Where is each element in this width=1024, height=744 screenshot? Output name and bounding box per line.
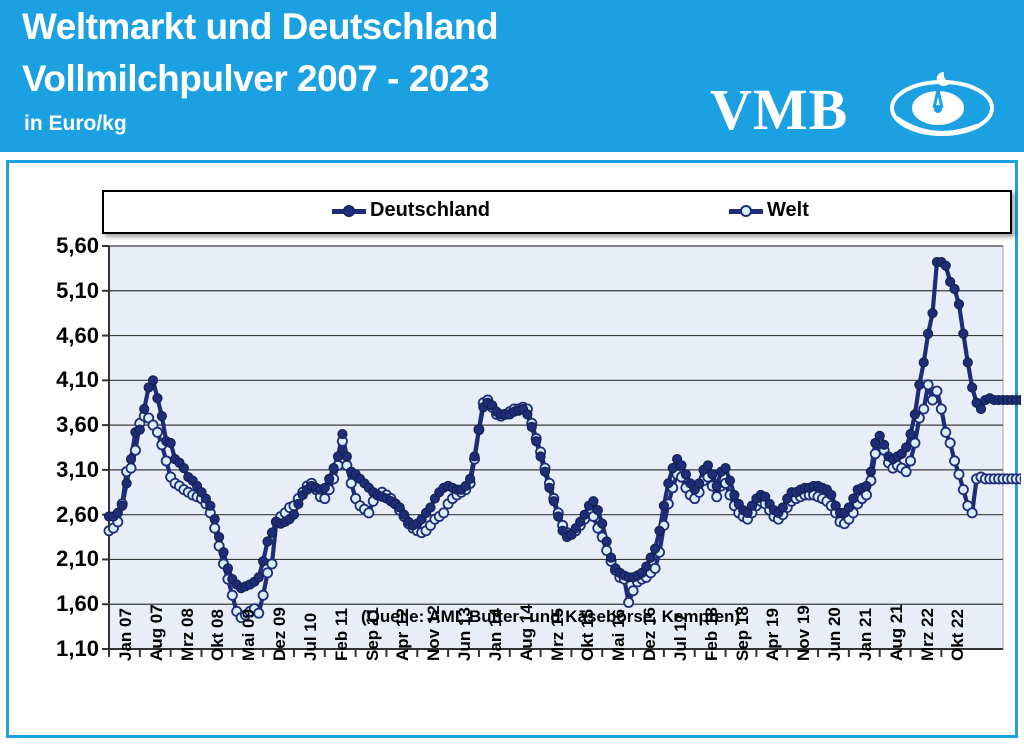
- x-axis-tick-label: Okt 22: [948, 609, 968, 661]
- header-banner: Weltmarkt und Deutschland Vollmilchpulve…: [0, 0, 1024, 152]
- x-axis-tick-label: Aug 07: [146, 604, 166, 661]
- vmb-logo: VMB: [710, 71, 1010, 150]
- x-axis-tick-label: Mrz 22: [917, 608, 937, 661]
- x-axis-tick-label: Mrz 08: [177, 608, 197, 661]
- x-axis-tick-label: Okt 08: [208, 609, 228, 661]
- legend-item-deutschland[interactable]: Deutschland: [332, 199, 490, 222]
- vmb-droplet-icon: [890, 71, 994, 136]
- legend-label-welt: Welt: [767, 199, 809, 221]
- x-axis-tick-label: Aug 21: [886, 604, 906, 661]
- y-axis-tick-label: 3,60: [56, 412, 99, 438]
- x-axis-tick-label: Jan 07: [116, 608, 135, 661]
- legend-marker-open-icon: [729, 204, 763, 218]
- x-axis-tick-label: Apr 19: [763, 608, 783, 661]
- y-axis-tick-label: 3,10: [56, 456, 99, 482]
- x-axis-tick-label: Jul 10: [300, 612, 320, 661]
- legend-label-deutschland: Deutschland: [370, 199, 491, 221]
- y-axis-tick-label: 5,60: [56, 233, 99, 258]
- x-axis-tick-label: Dez 09: [270, 607, 290, 661]
- y-axis-tick-label: 5,10: [56, 277, 99, 303]
- x-axis-tick-label: Mai 09: [239, 609, 259, 661]
- chart-panel: Deutschland Welt 1,10 1,60 2,10 2,60 3,10 3,6…: [6, 160, 1021, 741]
- page-title-line2: Vollmilchpulver 2007 - 2023: [22, 58, 490, 99]
- page-subtitle: in Euro/kg: [24, 112, 127, 135]
- page-title-line1: Weltmarkt und Deutschland: [22, 6, 499, 47]
- y-axis-tick-label: 2,10: [56, 546, 99, 572]
- x-axis-tick-label: Jun 20: [825, 607, 845, 661]
- y-axis-tick-label: 4,60: [56, 322, 99, 348]
- vmb-logo-text: VMB: [710, 77, 849, 142]
- plot-area: 1,10 1,60 2,10 2,60 3,10 3,60 4,10 4,60 5,10 5,60…: [9, 163, 1021, 741]
- y-axis-tick-label: 4,10: [56, 367, 99, 393]
- chart-legend: Deutschland Welt: [102, 190, 1012, 234]
- y-axis-tick-label: 1,10: [56, 636, 99, 661]
- legend-item-welt[interactable]: Welt: [729, 199, 809, 222]
- y-axis-labels: 1,10 1,60 2,10 2,60 3,10 3,60 4,10 4,60 5,10 5,60: [9, 163, 109, 683]
- chart-canvas: [102, 245, 1021, 657]
- x-axis-labels: Jan 07 Aug 07 Mrz 08 Okt 08 Mai 09 Dez 09 Jul …: [9, 163, 1021, 741]
- x-axis-tick-label: Nov 19: [794, 605, 814, 661]
- y-axis-tick-label: 1,60: [56, 591, 99, 617]
- x-axis-tick-label: Jan 21: [855, 608, 875, 661]
- source-note: (Quelle: AMI, Butter- und Käsebörse, Kem…: [361, 607, 741, 626]
- x-axis-tick-label: Feb 11: [331, 608, 351, 661]
- y-axis-tick-label: 2,60: [56, 501, 99, 527]
- legend-marker-filled-icon: [332, 204, 366, 218]
